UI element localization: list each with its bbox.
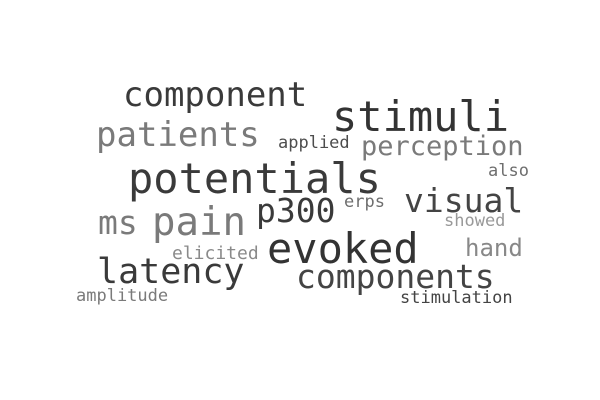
word-elicited: elicited (172, 243, 259, 264)
word-also: also (488, 161, 529, 181)
word-p300: p300 (256, 191, 336, 230)
word-erps: erps (344, 192, 385, 212)
word-latency: latency (97, 252, 245, 292)
word-potentials: potentials (128, 154, 381, 203)
word-patients: patients (96, 115, 260, 155)
word-pain: pain (152, 200, 246, 245)
word-evoked: evoked (267, 224, 419, 273)
word-stimulation: stimulation (400, 288, 513, 308)
word-component: component (123, 75, 308, 115)
word-amplitude: amplitude (76, 286, 169, 306)
word-components: components (296, 257, 495, 296)
word-applied: applied (278, 133, 350, 153)
word-perception: perception (361, 131, 524, 162)
word-stimuli: stimuli (332, 92, 510, 141)
word-hand: hand (465, 234, 523, 262)
word-ms: ms (98, 203, 138, 242)
word-showed: showed (444, 211, 506, 231)
word-visual: visual (404, 181, 524, 220)
